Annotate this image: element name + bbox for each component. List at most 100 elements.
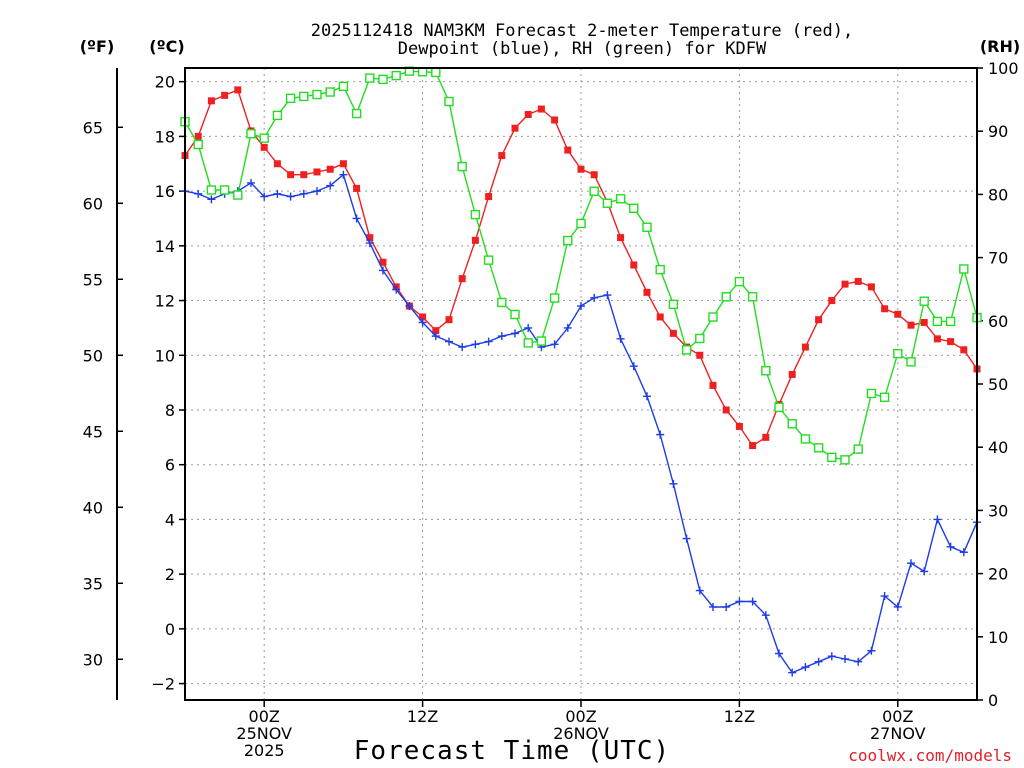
2-meter-temperature-point <box>537 105 545 113</box>
rh-point <box>747 292 758 302</box>
rh-point <box>457 161 467 172</box>
rh-point <box>549 293 560 303</box>
rh-point <box>510 309 520 320</box>
dewpoint-point <box>682 534 691 543</box>
2-meter-temperature-point <box>854 277 862 285</box>
rh-point <box>827 452 837 463</box>
fahrenheit-tick-label: 45 <box>83 422 103 441</box>
dewpoint-point <box>920 567 929 576</box>
dewpoint-point <box>695 586 704 595</box>
dewpoint-point <box>709 602 717 611</box>
dewpoint-point <box>273 189 282 198</box>
dewpoint-point <box>379 266 387 275</box>
dewpoint-point <box>603 291 612 300</box>
time-tick-label: 25NOV <box>236 724 292 743</box>
dewpoint-point <box>550 340 559 349</box>
rh-point <box>444 96 454 107</box>
rh-point <box>695 333 705 344</box>
chart-title-line-1: 2025112418 NAM3KM Forecast 2-meter Tempe… <box>311 21 853 41</box>
2-meter-temperature-point <box>788 370 796 378</box>
rh-point <box>787 419 797 429</box>
celsius-tick-label: 2 <box>165 565 175 584</box>
dewpoint-point <box>260 192 269 201</box>
dewpoint-point <box>286 192 295 201</box>
dewpoint-point <box>735 597 744 606</box>
2-meter-temperature-point <box>907 321 915 329</box>
2-meter-temperature-point <box>458 275 466 283</box>
2-meter-temperature-point <box>524 111 532 119</box>
celsius-tick-label: 14 <box>155 237 175 256</box>
2-meter-temperature-point <box>432 327 440 335</box>
rh-point <box>246 129 256 139</box>
rh-point <box>906 357 916 367</box>
dewpoint-point <box>563 323 572 332</box>
rh-point <box>233 190 243 200</box>
dewpoint-point <box>458 343 467 352</box>
rh-point <box>523 338 533 348</box>
time-tick-label: 12Z <box>407 707 438 726</box>
dewpoint-point <box>431 332 440 341</box>
2-meter-temperature-point <box>471 236 479 244</box>
rh-tick-label: 10 <box>988 628 1008 647</box>
rh-point <box>959 264 969 274</box>
dewpoint-series <box>181 170 981 677</box>
rh-axis-ticks: 0 10 20 30 40 50 60 70 80 90 100 <box>977 59 1019 710</box>
2-meter-temperature-point <box>669 329 677 337</box>
2-meter-temperature-point <box>709 381 717 389</box>
dewpoint-point <box>299 189 308 198</box>
celsius-axis-ticks: −2 0 2 4 6 8 10 12 14 16 18 20 <box>151 73 185 694</box>
rh-point <box>325 87 335 97</box>
rh-point <box>945 316 956 327</box>
rh-point <box>193 139 203 150</box>
rh-point <box>272 110 283 121</box>
dewpoint-point <box>722 602 731 611</box>
dewpoint-point <box>946 542 955 551</box>
2-meter-temperature-point <box>366 234 374 242</box>
rh-point <box>536 336 547 346</box>
2-meter-temperature-point <box>511 124 519 132</box>
2-meter-temperature-point <box>749 442 757 450</box>
chart-title-line-2: Dewpoint (blue), RH (green) for KDFW <box>398 39 767 59</box>
rh-point <box>721 292 731 302</box>
rh-point <box>813 443 824 453</box>
dewpoint-point <box>339 170 348 179</box>
rh-series <box>180 66 982 465</box>
rh-point <box>932 316 943 327</box>
fahrenheit-tick-label: 35 <box>83 574 103 593</box>
rh-tick-label: 80 <box>988 185 1008 204</box>
plot-frame <box>184 67 978 701</box>
rh-point <box>351 108 362 119</box>
fahrenheit-tick-label: 60 <box>83 194 103 213</box>
dewpoint-point <box>629 362 638 371</box>
celsius-tick-label: 10 <box>155 346 175 365</box>
rh-point <box>681 345 692 355</box>
dewpoint-point <box>484 337 493 346</box>
2-meter-temperature-point <box>498 152 506 160</box>
dewpoint-point <box>313 187 321 196</box>
rh-point <box>919 296 929 306</box>
rh-point <box>285 93 296 104</box>
dewpoint-point <box>933 515 942 524</box>
2-meter-temperature-point <box>260 143 268 151</box>
rh-point <box>642 222 652 232</box>
rh-point <box>840 455 850 465</box>
rh-point <box>893 348 903 359</box>
dewpoint-point <box>814 657 823 666</box>
rh-point <box>338 81 349 92</box>
rh-tick-label: 50 <box>988 375 1008 394</box>
rh-point <box>312 89 322 100</box>
time-tick-label: 00Z <box>565 707 596 726</box>
dewpoint-point <box>616 334 625 343</box>
time-tick-label: 27NOV <box>870 724 926 743</box>
time-tick-label: 00Z <box>882 707 913 726</box>
dewpoint-point <box>669 479 678 488</box>
2-meter-temperature-point <box>735 422 743 430</box>
dewpoint-point <box>801 663 810 672</box>
rh-tick-label: 40 <box>988 438 1008 457</box>
dewpoint-point <box>326 181 335 190</box>
2-meter-temperature-point <box>577 165 585 173</box>
rh-point <box>259 133 269 143</box>
celsius-unit-label: (ºC) <box>149 37 184 56</box>
rh-point <box>853 444 863 454</box>
